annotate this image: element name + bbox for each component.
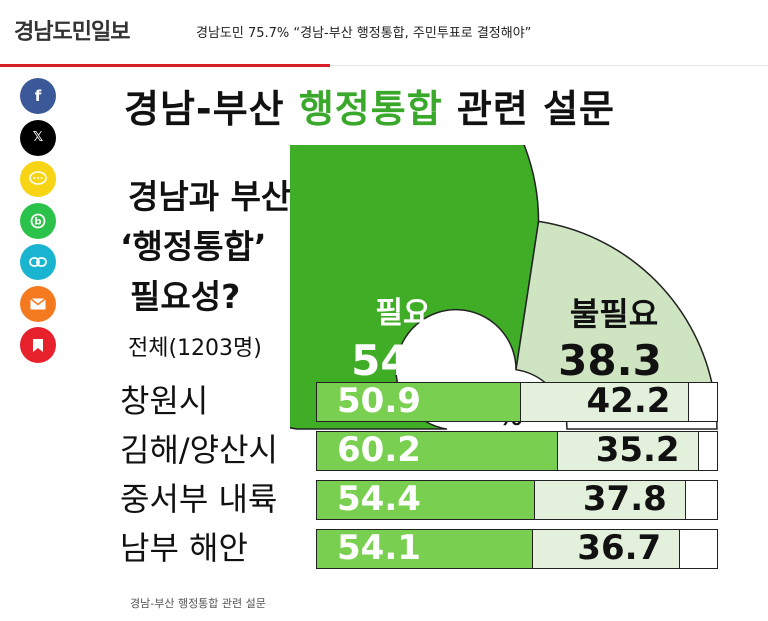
band-share-icon[interactable]: b xyxy=(20,202,56,239)
svg-text:b: b xyxy=(34,216,41,227)
region-bar: 50.9 42.2 xyxy=(316,382,718,422)
region-label: 중서부 내륙 xyxy=(120,480,278,518)
region-row: 남부 해안 54.1 36.7 xyxy=(100,525,730,571)
region-no-segment: 36.7 xyxy=(533,528,681,568)
region-label: 창원시 xyxy=(120,382,209,420)
region-bar: 54.4 37.8 xyxy=(316,480,718,520)
total-respondents: 전체(1203명) xyxy=(128,336,262,361)
header-accent-line xyxy=(0,64,330,67)
region-row: 중서부 내륙 54.4 37.8 xyxy=(100,476,730,522)
gauge-no-label: 불필요 xyxy=(570,295,658,333)
region-yes-segment: 60.2 xyxy=(317,432,558,470)
email-share-icon[interactable] xyxy=(20,285,56,322)
region-no-value: 35.2 xyxy=(595,430,680,470)
region-no-segment: 42.2 xyxy=(520,381,690,421)
region-bar: 60.2 35.2 xyxy=(316,431,718,471)
region-label: 남부 해안 xyxy=(120,529,248,567)
region-row: 김해/양산시 60.2 35.2 xyxy=(100,427,730,473)
region-no-value: 42.2 xyxy=(586,381,671,421)
region-yes-value: 54.4 xyxy=(337,479,421,519)
region-yes-segment: 54.4 xyxy=(317,481,535,519)
region-no-segment: 35.2 xyxy=(557,430,699,470)
region-bar: 54.1 36.7 xyxy=(316,529,718,569)
article-headline[interactable]: 경남도민 75.7% “경남-부산 행정통합, 주민투표로 결정해야” xyxy=(196,26,532,41)
region-label: 김해/양산시 xyxy=(120,431,278,469)
top-bar: 경남도민일보 경남도민 75.7% “경남-부산 행정통합, 주민투표로 결정해… xyxy=(0,0,768,64)
infographic-title: 경남-부산 행정통합 관련 설문 xyxy=(124,87,615,131)
site-logo[interactable]: 경남도민일보 xyxy=(14,20,130,45)
question-line-1: 경남과 부산 xyxy=(128,177,292,216)
region-no-value: 36.7 xyxy=(577,528,662,568)
gauge-no-value: 38.3 xyxy=(558,336,662,385)
region-yes-segment: 50.9 xyxy=(317,383,521,421)
facebook-share-icon[interactable]: f xyxy=(20,78,56,114)
bookmark-share-icon[interactable] xyxy=(20,327,56,363)
image-caption: 경남-부산 행정통합 관련 설문 xyxy=(130,597,266,610)
region-yes-value: 60.2 xyxy=(337,430,421,470)
survey-infographic: 경남-부산 행정통합 관련 설문 경남과 부산 ‘행정통합’ 필요성? 전체(1… xyxy=(100,72,730,592)
gauge-no-segment xyxy=(515,220,713,417)
link-share-icon[interactable] xyxy=(20,244,56,280)
gauge-yes-label: 필요 xyxy=(375,296,430,331)
region-yes-value: 50.9 xyxy=(337,381,421,421)
region-row: 창원시 50.9 42.2 xyxy=(100,378,730,424)
question-line-3: 필요성? xyxy=(130,277,241,316)
question-line-2: ‘행정통합’ xyxy=(120,227,267,266)
x-share-icon[interactable]: 𝕏 xyxy=(20,119,56,156)
survey-question: 경남과 부산 ‘행정통합’ 필요성? xyxy=(120,172,291,322)
region-no-value: 37.8 xyxy=(582,479,667,519)
gauge-yes-value: 54.8 xyxy=(351,336,455,385)
region-no-segment: 37.8 xyxy=(534,479,686,519)
header-divider xyxy=(330,65,768,66)
region-yes-value: 54.1 xyxy=(337,528,421,568)
gauge-yes-segment xyxy=(290,145,540,430)
kakaotalk-share-icon[interactable] xyxy=(20,161,56,197)
region-yes-segment: 54.1 xyxy=(317,528,534,568)
